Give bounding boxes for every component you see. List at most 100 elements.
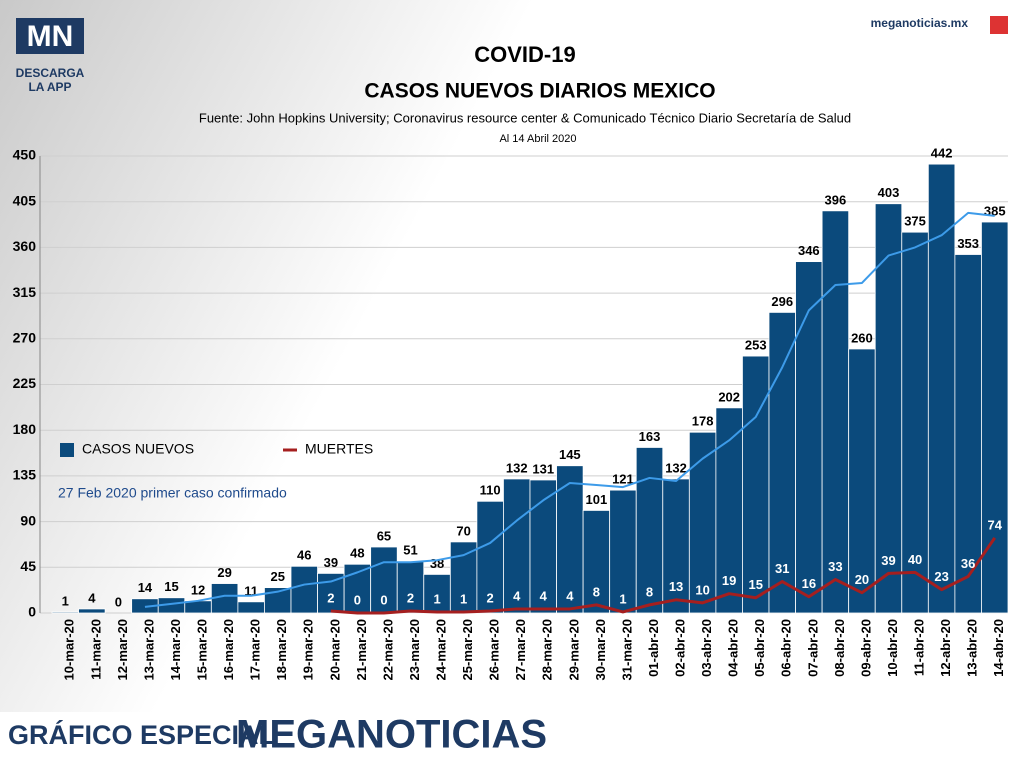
x-tick-label: 08-abr-20 — [832, 619, 847, 677]
bar-label: 1 — [62, 593, 69, 608]
death-label: 39 — [881, 553, 895, 568]
death-label: 23 — [934, 569, 948, 584]
x-tick-label: 25-mar-20 — [460, 619, 475, 680]
bar-label: 260 — [851, 330, 873, 345]
bar-label: 163 — [639, 429, 661, 444]
bar — [78, 608, 106, 614]
death-label: 16 — [802, 576, 816, 591]
bar — [51, 611, 79, 614]
y-tick-label: 90 — [20, 512, 36, 528]
y-tick-label: 180 — [13, 421, 37, 437]
logo: MN — [27, 20, 74, 53]
x-tick-label: 14-abr-20 — [991, 619, 1006, 677]
bar — [742, 355, 770, 614]
annotation: 27 Feb 2020 primer caso confirmado — [58, 485, 287, 501]
death-line — [330, 536, 996, 615]
bar — [901, 231, 929, 614]
bar — [981, 221, 1009, 614]
bar-label: 403 — [878, 185, 900, 200]
bar — [476, 500, 504, 614]
death-label: 1 — [619, 591, 626, 606]
death-label: 13 — [669, 579, 683, 594]
death-label: 8 — [646, 584, 653, 599]
x-tick-label: 10-mar-20 — [62, 619, 77, 680]
bar-label: 132 — [506, 460, 528, 475]
bar-label: 65 — [377, 528, 391, 543]
x-tick-label: 14-mar-20 — [168, 619, 183, 680]
death-label: 0 — [380, 592, 387, 607]
bar-label: 12 — [191, 582, 205, 597]
x-tick-label: 26-mar-20 — [487, 619, 502, 680]
y-tick-label: 360 — [13, 238, 37, 254]
bar-label: 442 — [931, 146, 953, 161]
bar — [795, 261, 823, 614]
footer-right: MEGANOTICIAS — [236, 713, 547, 757]
bar — [848, 348, 876, 614]
x-tick-label: 29-mar-20 — [566, 619, 581, 680]
bar-label: 353 — [957, 236, 979, 251]
death-label: 1 — [460, 591, 467, 606]
bar — [529, 479, 557, 614]
chart-subtitle: CASOS NUEVOS DIARIOS MEXICO — [364, 80, 715, 103]
bar-label: 101 — [586, 492, 608, 507]
death-label: 1 — [433, 591, 440, 606]
x-tick-label: 05-abr-20 — [752, 619, 767, 677]
x-tick-label: 23-mar-20 — [407, 619, 422, 680]
death-label: 4 — [540, 588, 548, 603]
x-tick-label: 11-abr-20 — [911, 619, 926, 676]
death-label: 2 — [407, 590, 414, 605]
x-tick-label: 01-abr-20 — [646, 619, 661, 677]
bar-label: 70 — [456, 523, 470, 538]
death-label: 2 — [327, 590, 334, 605]
bar — [821, 210, 850, 614]
bar-label: 4 — [88, 590, 96, 605]
footer-band — [0, 712, 1024, 768]
x-tick-label: 13-abr-20 — [965, 619, 980, 677]
x-tick-label: 07-abr-20 — [805, 619, 820, 677]
bar-label: 145 — [559, 447, 581, 462]
x-tick-label: 02-abr-20 — [672, 619, 687, 677]
x-tick-label: 19-mar-20 — [301, 619, 316, 680]
y-tick-label: 315 — [13, 284, 37, 300]
date-note: Al 14 Abril 2020 — [499, 133, 576, 145]
legend-label: CASOS NUEVOS — [82, 441, 194, 457]
y-tick-label: 450 — [13, 147, 37, 163]
bar-label: 121 — [612, 472, 634, 487]
bar — [715, 407, 743, 614]
logo-caption: DESCARGA — [16, 66, 85, 80]
x-tick-label: 17-mar-20 — [248, 619, 263, 680]
source: Fuente: John Hopkins University; Coronav… — [199, 110, 851, 125]
bar — [396, 560, 425, 614]
bar-label: 396 — [825, 192, 847, 207]
x-tick-label: 20-mar-20 — [327, 619, 342, 680]
x-tick-label: 28-mar-20 — [540, 619, 555, 680]
death-label: 4 — [513, 588, 521, 603]
y-tick-label: 135 — [13, 467, 37, 483]
y-tick-label: 0 — [28, 604, 36, 620]
x-tick-label: 22-mar-20 — [380, 619, 395, 680]
x-tick-label: 24-mar-20 — [433, 619, 448, 680]
bar — [927, 163, 956, 614]
x-tick-label: 03-abr-20 — [699, 619, 714, 677]
x-tick-label: 12-abr-20 — [938, 619, 953, 677]
bar-label: 346 — [798, 243, 820, 258]
bar-label: 14 — [138, 580, 153, 595]
death-label: 4 — [566, 588, 574, 603]
site-icon — [990, 16, 1008, 34]
bar-label: 132 — [665, 460, 687, 475]
x-tick-label: 09-abr-20 — [858, 619, 873, 677]
x-tick-label: 18-mar-20 — [274, 619, 289, 680]
y-tick-label: 225 — [13, 375, 37, 391]
x-tick-label: 11-mar-20 — [88, 619, 103, 680]
bar-label: 110 — [480, 483, 501, 498]
bar-label: 296 — [771, 294, 793, 309]
footer-left: GRÁFICO ESPECIAL — [8, 719, 275, 750]
bar-label: 131 — [532, 461, 554, 476]
chart-title: COVID-19 — [474, 42, 575, 67]
death-label: 8 — [593, 584, 600, 599]
site: meganoticias.mx — [871, 16, 969, 30]
death-label: 0 — [354, 592, 361, 607]
y-tick-label: 405 — [13, 192, 37, 208]
bar — [449, 541, 478, 614]
